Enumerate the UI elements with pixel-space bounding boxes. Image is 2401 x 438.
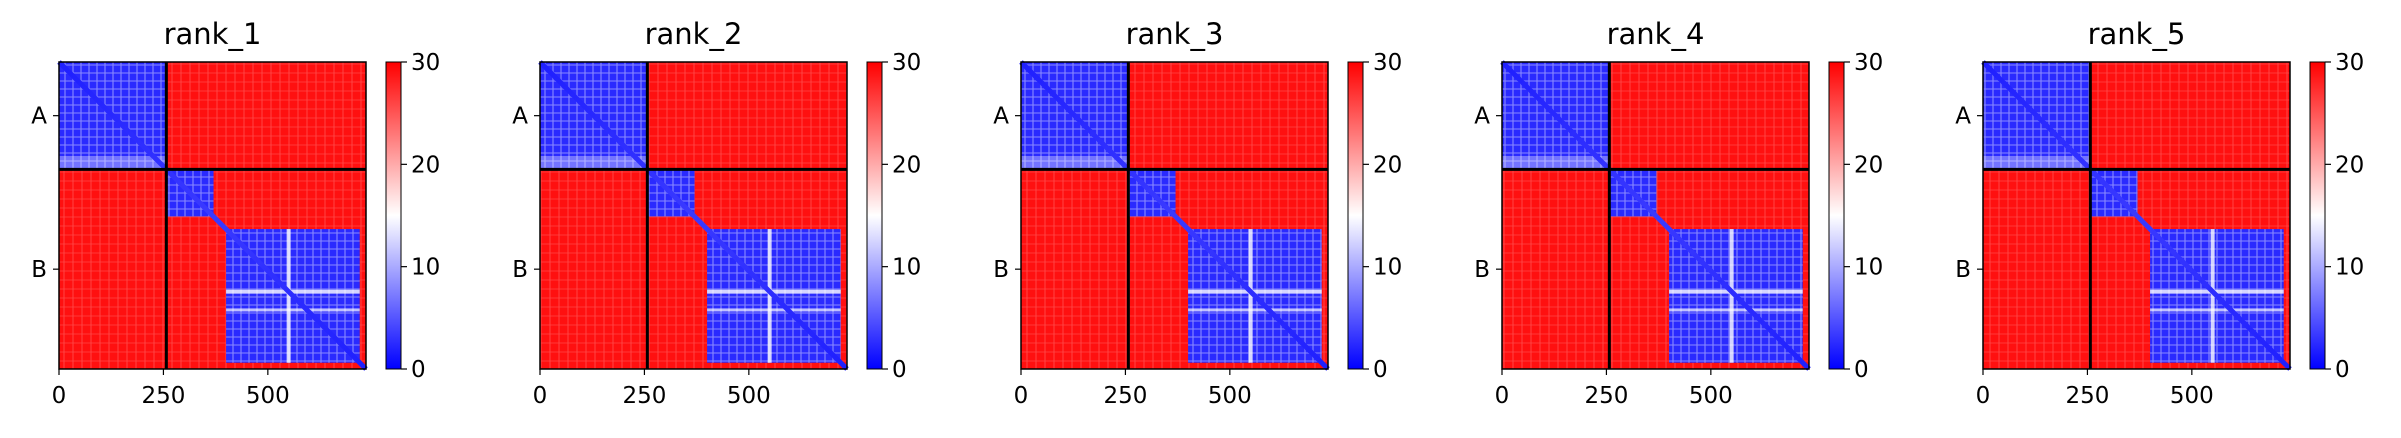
x-tick-label: 0 [1976,383,1991,409]
x-tick-label: 0 [1014,383,1029,409]
heatmap-frame [1501,61,1810,370]
y-tick-label: A [1474,104,1490,130]
block-separator-h [707,289,841,294]
y-tick-label: B [1955,257,1971,283]
colorbar [385,61,402,370]
x-tick-label: 250 [141,383,185,409]
block-separator-h2 [226,308,360,312]
x-tick-label: 500 [1689,383,1733,409]
x-tick-label: 500 [727,383,771,409]
x-tick-label: 500 [246,383,290,409]
colorbar-tick-label: 0 [2335,357,2350,383]
x-tick-label: 0 [52,383,67,409]
heatmap-frame [1020,61,1329,370]
diagonal [57,60,368,371]
diagonal [1019,60,1330,371]
colorbar [1347,61,1364,370]
heatmap-frame [1982,61,2291,370]
colorbar-tick-label: 30 [2335,50,2364,76]
colorbar [866,61,883,370]
diagonal [1500,60,1811,371]
colorbar-tick-label: 10 [2335,255,2364,281]
colorbar-tick-label: 10 [1854,255,1883,281]
y-tick-label: B [512,257,528,283]
colorbar [2309,61,2326,370]
panel-4: rank_4 A B 0 250 500 0 10 20 30 [1474,17,1883,409]
panel-5: rank_5 A B 0 250 500 0 10 20 30 [1955,17,2364,409]
colorbar-tick-label: 20 [1854,152,1883,178]
colorbar-tick-label: 10 [892,255,921,281]
x-tick-label: 250 [1103,383,1147,409]
block-chain-a-edge [540,155,648,170]
block-separator-h [2150,289,2284,294]
x-tick-label: 500 [1208,383,1252,409]
block-separator-h [1188,289,1322,294]
colorbar-tick-label: 20 [411,152,440,178]
colorbar [1828,61,1845,370]
block-separator-h2 [707,308,841,312]
diagonal [538,60,849,371]
colorbar-tick-label: 30 [1854,50,1883,76]
colorbar-tick-label: 20 [1373,152,1402,178]
panel-title: rank_2 [645,17,743,51]
y-tick-label: B [31,257,47,283]
diagonal [1981,60,2292,371]
colorbar-tick-label: 0 [1373,357,1388,383]
block-separator-h2 [1669,308,1803,312]
colorbar-tick-label: 30 [892,50,921,76]
x-tick-label: 500 [2170,383,2214,409]
block-separator-h [1669,289,1803,294]
panel-3: rank_3 A B 0 250 500 0 10 20 30 [993,17,1402,409]
colorbar-tick-label: 20 [892,152,921,178]
colorbar-tick-label: 0 [1854,357,1869,383]
panel-title: rank_5 [2088,17,2186,51]
y-tick-label: A [1955,104,1971,130]
x-tick-label: 0 [1495,383,1510,409]
y-tick-label: B [1474,257,1490,283]
x-tick-label: 250 [622,383,666,409]
heatmap-frame [539,61,848,370]
x-tick-label: 250 [1584,383,1628,409]
block-chain-a-edge [1021,155,1129,170]
colorbar-tick-label: 0 [411,357,426,383]
colorbar-tick-label: 30 [1373,50,1402,76]
colorbar-tick-label: 10 [1373,255,1402,281]
x-tick-label: 0 [533,383,548,409]
block-separator-v [1729,229,1734,363]
block-separator-v [1248,229,1253,363]
y-tick-label: A [993,104,1009,130]
y-tick-label: A [512,104,528,130]
block-separator-h [226,289,360,294]
block-separator-v [2210,229,2215,363]
colorbar-tick-label: 30 [411,50,440,76]
panel-title: rank_3 [1126,17,1224,51]
block-separator-v [767,229,772,363]
block-chain-a-edge [59,155,167,170]
block-chain-a-edge [1502,155,1610,170]
block-separator-h2 [1188,308,1322,312]
y-tick-label: A [31,104,47,130]
x-tick-label: 250 [2065,383,2109,409]
panel-1: rank_1 A B 0 250 500 0 10 20 30 [31,17,440,409]
heatmap-frame [58,61,367,370]
block-chain-a-edge [1983,155,2091,170]
colorbar-tick-label: 20 [2335,152,2364,178]
panel-title: rank_1 [164,17,262,51]
y-tick-label: B [993,257,1009,283]
colorbar-tick-label: 10 [411,255,440,281]
block-separator-v [286,229,291,363]
panel-title: rank_4 [1607,17,1705,51]
colorbar-tick-label: 0 [892,357,907,383]
block-separator-h2 [2150,308,2284,312]
panel-2: rank_2 A B 0 250 500 0 10 20 30 [512,17,921,409]
